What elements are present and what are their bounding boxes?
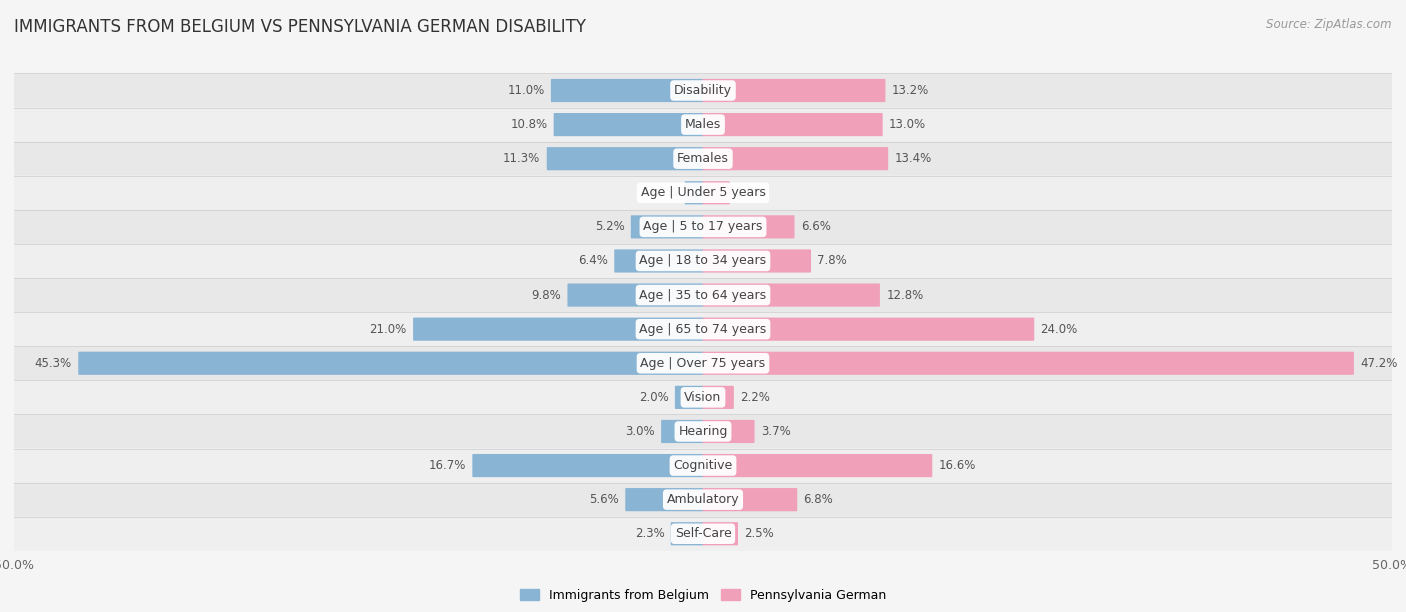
Text: 9.8%: 9.8% bbox=[531, 289, 561, 302]
FancyBboxPatch shape bbox=[703, 113, 883, 136]
Text: 13.0%: 13.0% bbox=[889, 118, 927, 131]
Text: 6.8%: 6.8% bbox=[804, 493, 834, 506]
Text: Self-Care: Self-Care bbox=[675, 528, 731, 540]
FancyBboxPatch shape bbox=[14, 244, 1392, 278]
Text: 45.3%: 45.3% bbox=[35, 357, 72, 370]
FancyBboxPatch shape bbox=[79, 352, 703, 375]
Text: Age | Over 75 years: Age | Over 75 years bbox=[641, 357, 765, 370]
Text: 11.3%: 11.3% bbox=[503, 152, 540, 165]
Text: 6.4%: 6.4% bbox=[578, 255, 607, 267]
FancyBboxPatch shape bbox=[661, 420, 703, 443]
FancyBboxPatch shape bbox=[547, 147, 703, 170]
FancyBboxPatch shape bbox=[703, 352, 1354, 375]
Text: Source: ZipAtlas.com: Source: ZipAtlas.com bbox=[1267, 18, 1392, 31]
Text: 12.8%: 12.8% bbox=[886, 289, 924, 302]
FancyBboxPatch shape bbox=[14, 210, 1392, 244]
Text: 16.6%: 16.6% bbox=[939, 459, 976, 472]
FancyBboxPatch shape bbox=[14, 346, 1392, 380]
FancyBboxPatch shape bbox=[703, 488, 797, 511]
Text: 13.2%: 13.2% bbox=[891, 84, 929, 97]
FancyBboxPatch shape bbox=[472, 454, 703, 477]
FancyBboxPatch shape bbox=[626, 488, 703, 511]
FancyBboxPatch shape bbox=[551, 79, 703, 102]
FancyBboxPatch shape bbox=[14, 449, 1392, 483]
FancyBboxPatch shape bbox=[631, 215, 703, 239]
Text: 16.7%: 16.7% bbox=[429, 459, 465, 472]
Text: 11.0%: 11.0% bbox=[508, 84, 544, 97]
FancyBboxPatch shape bbox=[14, 176, 1392, 210]
Text: Hearing: Hearing bbox=[678, 425, 728, 438]
Text: Males: Males bbox=[685, 118, 721, 131]
FancyBboxPatch shape bbox=[703, 386, 734, 409]
FancyBboxPatch shape bbox=[14, 414, 1392, 449]
FancyBboxPatch shape bbox=[14, 380, 1392, 414]
Text: 3.7%: 3.7% bbox=[761, 425, 790, 438]
Text: Age | Under 5 years: Age | Under 5 years bbox=[641, 186, 765, 200]
FancyBboxPatch shape bbox=[703, 181, 730, 204]
Text: 21.0%: 21.0% bbox=[370, 323, 406, 335]
Text: 47.2%: 47.2% bbox=[1360, 357, 1398, 370]
FancyBboxPatch shape bbox=[14, 517, 1392, 551]
Text: Vision: Vision bbox=[685, 391, 721, 404]
Text: Age | 35 to 64 years: Age | 35 to 64 years bbox=[640, 289, 766, 302]
Text: Age | 65 to 74 years: Age | 65 to 74 years bbox=[640, 323, 766, 335]
Text: IMMIGRANTS FROM BELGIUM VS PENNSYLVANIA GERMAN DISABILITY: IMMIGRANTS FROM BELGIUM VS PENNSYLVANIA … bbox=[14, 18, 586, 36]
Text: Ambulatory: Ambulatory bbox=[666, 493, 740, 506]
Text: Females: Females bbox=[678, 152, 728, 165]
FancyBboxPatch shape bbox=[568, 283, 703, 307]
Text: Age | 5 to 17 years: Age | 5 to 17 years bbox=[644, 220, 762, 233]
Text: Cognitive: Cognitive bbox=[673, 459, 733, 472]
Text: 1.9%: 1.9% bbox=[737, 186, 766, 200]
FancyBboxPatch shape bbox=[703, 215, 794, 239]
FancyBboxPatch shape bbox=[671, 522, 703, 545]
FancyBboxPatch shape bbox=[703, 522, 738, 545]
Text: 2.5%: 2.5% bbox=[744, 528, 775, 540]
FancyBboxPatch shape bbox=[703, 79, 886, 102]
FancyBboxPatch shape bbox=[14, 278, 1392, 312]
FancyBboxPatch shape bbox=[413, 318, 703, 341]
Text: 2.3%: 2.3% bbox=[634, 528, 665, 540]
Text: 3.0%: 3.0% bbox=[626, 425, 655, 438]
Text: 2.2%: 2.2% bbox=[740, 391, 770, 404]
FancyBboxPatch shape bbox=[554, 113, 703, 136]
FancyBboxPatch shape bbox=[703, 249, 811, 272]
Legend: Immigrants from Belgium, Pennsylvania German: Immigrants from Belgium, Pennsylvania Ge… bbox=[515, 584, 891, 606]
FancyBboxPatch shape bbox=[675, 386, 703, 409]
FancyBboxPatch shape bbox=[685, 181, 703, 204]
Text: 5.6%: 5.6% bbox=[589, 493, 619, 506]
Text: 10.8%: 10.8% bbox=[510, 118, 547, 131]
FancyBboxPatch shape bbox=[14, 108, 1392, 141]
FancyBboxPatch shape bbox=[614, 249, 703, 272]
Text: Age | 18 to 34 years: Age | 18 to 34 years bbox=[640, 255, 766, 267]
FancyBboxPatch shape bbox=[703, 454, 932, 477]
Text: 1.3%: 1.3% bbox=[648, 186, 678, 200]
Text: 5.2%: 5.2% bbox=[595, 220, 624, 233]
Text: 7.8%: 7.8% bbox=[817, 255, 846, 267]
FancyBboxPatch shape bbox=[14, 312, 1392, 346]
Text: Disability: Disability bbox=[673, 84, 733, 97]
Text: 6.6%: 6.6% bbox=[801, 220, 831, 233]
FancyBboxPatch shape bbox=[14, 483, 1392, 517]
FancyBboxPatch shape bbox=[14, 141, 1392, 176]
FancyBboxPatch shape bbox=[14, 73, 1392, 108]
Text: 13.4%: 13.4% bbox=[894, 152, 932, 165]
FancyBboxPatch shape bbox=[703, 147, 889, 170]
Text: 24.0%: 24.0% bbox=[1040, 323, 1078, 335]
FancyBboxPatch shape bbox=[703, 420, 755, 443]
Text: 2.0%: 2.0% bbox=[638, 391, 669, 404]
FancyBboxPatch shape bbox=[703, 318, 1035, 341]
FancyBboxPatch shape bbox=[703, 283, 880, 307]
